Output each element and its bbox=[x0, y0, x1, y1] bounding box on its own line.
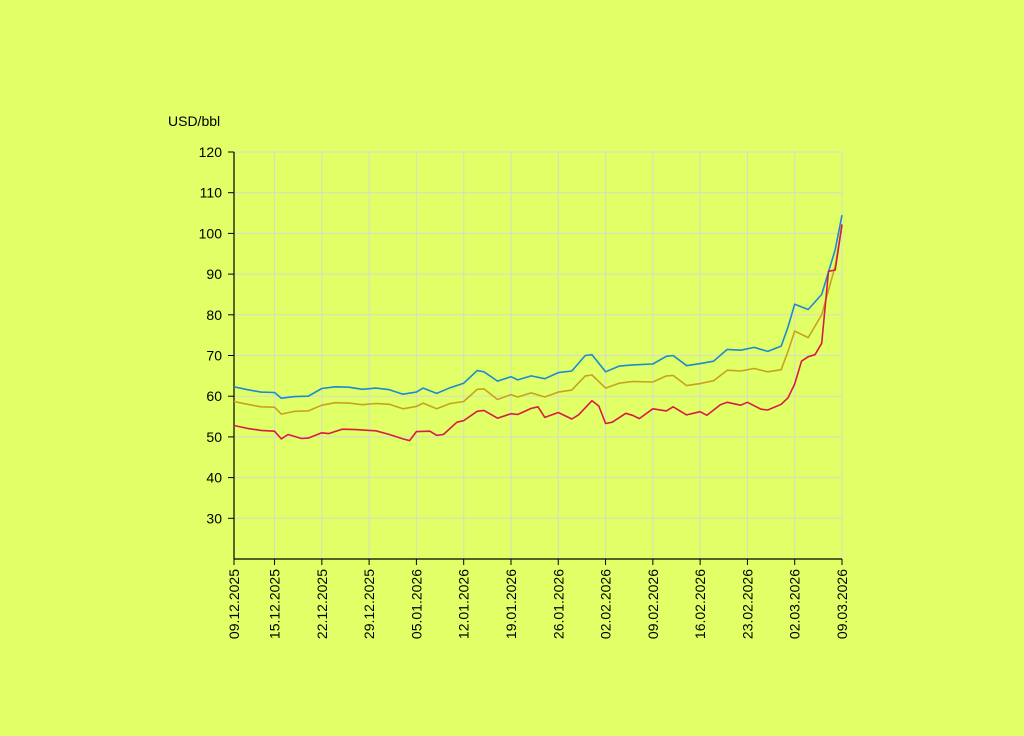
x-tick-label: 02.02.2026 bbox=[598, 569, 614, 639]
series-line-3 bbox=[233, 224, 843, 442]
y-tick-label: 120 bbox=[199, 144, 223, 160]
y-axis-label: USD/bbl bbox=[168, 113, 220, 129]
y-tick-label: 50 bbox=[206, 429, 222, 445]
x-tick-label: 09.03.2026 bbox=[834, 569, 850, 639]
y-tick-label: 90 bbox=[206, 266, 222, 282]
y-tick-label: 60 bbox=[206, 388, 222, 404]
x-tick-label: 16.02.2026 bbox=[692, 569, 708, 639]
x-tick-label: 09.12.2025 bbox=[226, 569, 242, 639]
y-tick-label: 40 bbox=[206, 470, 222, 486]
axes: USD/bbl 30 40 50 60 70 80 90 100 110 120 09.12.202… bbox=[168, 113, 850, 639]
x-tick-label: 12.01.2026 bbox=[456, 569, 472, 639]
y-tick-label: 70 bbox=[206, 348, 222, 364]
series-line-2 bbox=[233, 225, 843, 415]
x-tick-label: 15.12.2025 bbox=[267, 569, 283, 639]
x-tick-label: 02.03.2026 bbox=[787, 569, 803, 639]
x-tick-label: 09.02.2026 bbox=[645, 569, 661, 639]
y-tick-label: 30 bbox=[206, 510, 222, 526]
x-tick-label: 23.02.2026 bbox=[739, 569, 755, 639]
x-tick-label: 19.01.2026 bbox=[503, 569, 519, 639]
y-tick-label: 100 bbox=[199, 225, 223, 241]
y-tick-label: 80 bbox=[206, 307, 222, 323]
x-tick-label: 29.12.2025 bbox=[361, 569, 377, 639]
series-lines bbox=[233, 214, 843, 442]
x-tick-label: 22.12.2025 bbox=[314, 569, 330, 639]
x-tick-label: 05.01.2026 bbox=[408, 569, 424, 639]
grid bbox=[233, 151, 843, 559]
series-line-1 bbox=[233, 214, 843, 399]
x-tick-label: 26.01.2026 bbox=[550, 569, 566, 639]
y-tick-label: 110 bbox=[200, 185, 223, 201]
